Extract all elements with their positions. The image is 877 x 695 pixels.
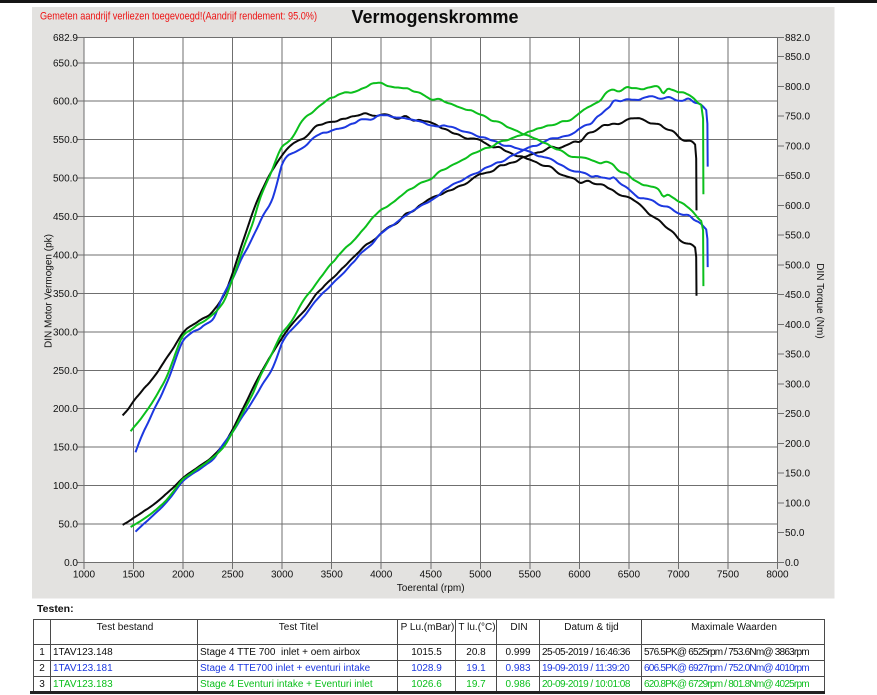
- svg-text:250.0: 250.0: [53, 366, 78, 377]
- svg-text:1000: 1000: [73, 570, 96, 581]
- svg-text:150.0: 150.0: [53, 443, 78, 454]
- svg-text:4500: 4500: [420, 570, 443, 581]
- svg-text:450.0: 450.0: [53, 212, 78, 223]
- svg-text:400.0: 400.0: [53, 251, 78, 262]
- svg-text:4000: 4000: [370, 570, 393, 581]
- svg-text:6000: 6000: [568, 570, 591, 581]
- svg-text:3500: 3500: [321, 570, 344, 581]
- svg-text:350.0: 350.0: [53, 289, 78, 300]
- svg-text:2000: 2000: [172, 570, 195, 581]
- svg-text:200.0: 200.0: [53, 404, 78, 415]
- svg-text:8000: 8000: [766, 570, 789, 581]
- svg-text:Vermogenskromme: Vermogenskromme: [351, 7, 518, 27]
- svg-text:500.0: 500.0: [785, 260, 810, 271]
- svg-text:Gemeten aandrijf verliezen toe: Gemeten aandrijf verliezen toegevoegd!(A…: [40, 11, 317, 23]
- svg-text:3000: 3000: [271, 570, 294, 581]
- svg-text:150.0: 150.0: [785, 469, 810, 480]
- svg-text:1500: 1500: [122, 570, 145, 581]
- svg-text:400.0: 400.0: [785, 320, 810, 331]
- svg-text:550.0: 550.0: [53, 135, 78, 146]
- svg-text:350.0: 350.0: [785, 350, 810, 361]
- svg-text:550.0: 550.0: [785, 231, 810, 242]
- svg-text:300.0: 300.0: [785, 379, 810, 390]
- svg-text:300.0: 300.0: [53, 327, 78, 338]
- svg-text:5500: 5500: [519, 570, 542, 581]
- svg-text:100.0: 100.0: [785, 499, 810, 510]
- svg-text:100.0: 100.0: [53, 481, 78, 492]
- svg-text:682.9: 682.9: [53, 33, 78, 44]
- svg-text:5000: 5000: [469, 570, 492, 581]
- svg-text:850.0: 850.0: [785, 52, 810, 63]
- svg-text:650.0: 650.0: [53, 58, 78, 69]
- svg-text:450.0: 450.0: [785, 290, 810, 301]
- svg-text:750.0: 750.0: [785, 112, 810, 123]
- svg-text:7500: 7500: [717, 570, 740, 581]
- svg-text:800.0: 800.0: [785, 82, 810, 93]
- svg-text:200.0: 200.0: [785, 439, 810, 450]
- svg-text:600.0: 600.0: [53, 97, 78, 108]
- svg-text:DIN Motor Vermogen (pk): DIN Motor Vermogen (pk): [43, 234, 54, 348]
- svg-text:500.0: 500.0: [53, 174, 78, 185]
- svg-text:650.0: 650.0: [785, 171, 810, 182]
- svg-text:882.0: 882.0: [785, 33, 810, 44]
- svg-text:50.0: 50.0: [59, 520, 79, 531]
- svg-text:700.0: 700.0: [785, 141, 810, 152]
- svg-text:600.0: 600.0: [785, 201, 810, 212]
- svg-text:0.0: 0.0: [785, 558, 799, 569]
- svg-text:Toerental (rpm): Toerental (rpm): [397, 583, 465, 594]
- svg-text:DIN Torque (Nm): DIN Torque (Nm): [814, 263, 825, 338]
- svg-text:6500: 6500: [618, 570, 641, 581]
- svg-text:50.0: 50.0: [785, 528, 805, 539]
- svg-text:2500: 2500: [221, 570, 244, 581]
- svg-text:7000: 7000: [667, 570, 690, 581]
- svg-text:0.0: 0.0: [64, 558, 78, 569]
- svg-text:250.0: 250.0: [785, 409, 810, 420]
